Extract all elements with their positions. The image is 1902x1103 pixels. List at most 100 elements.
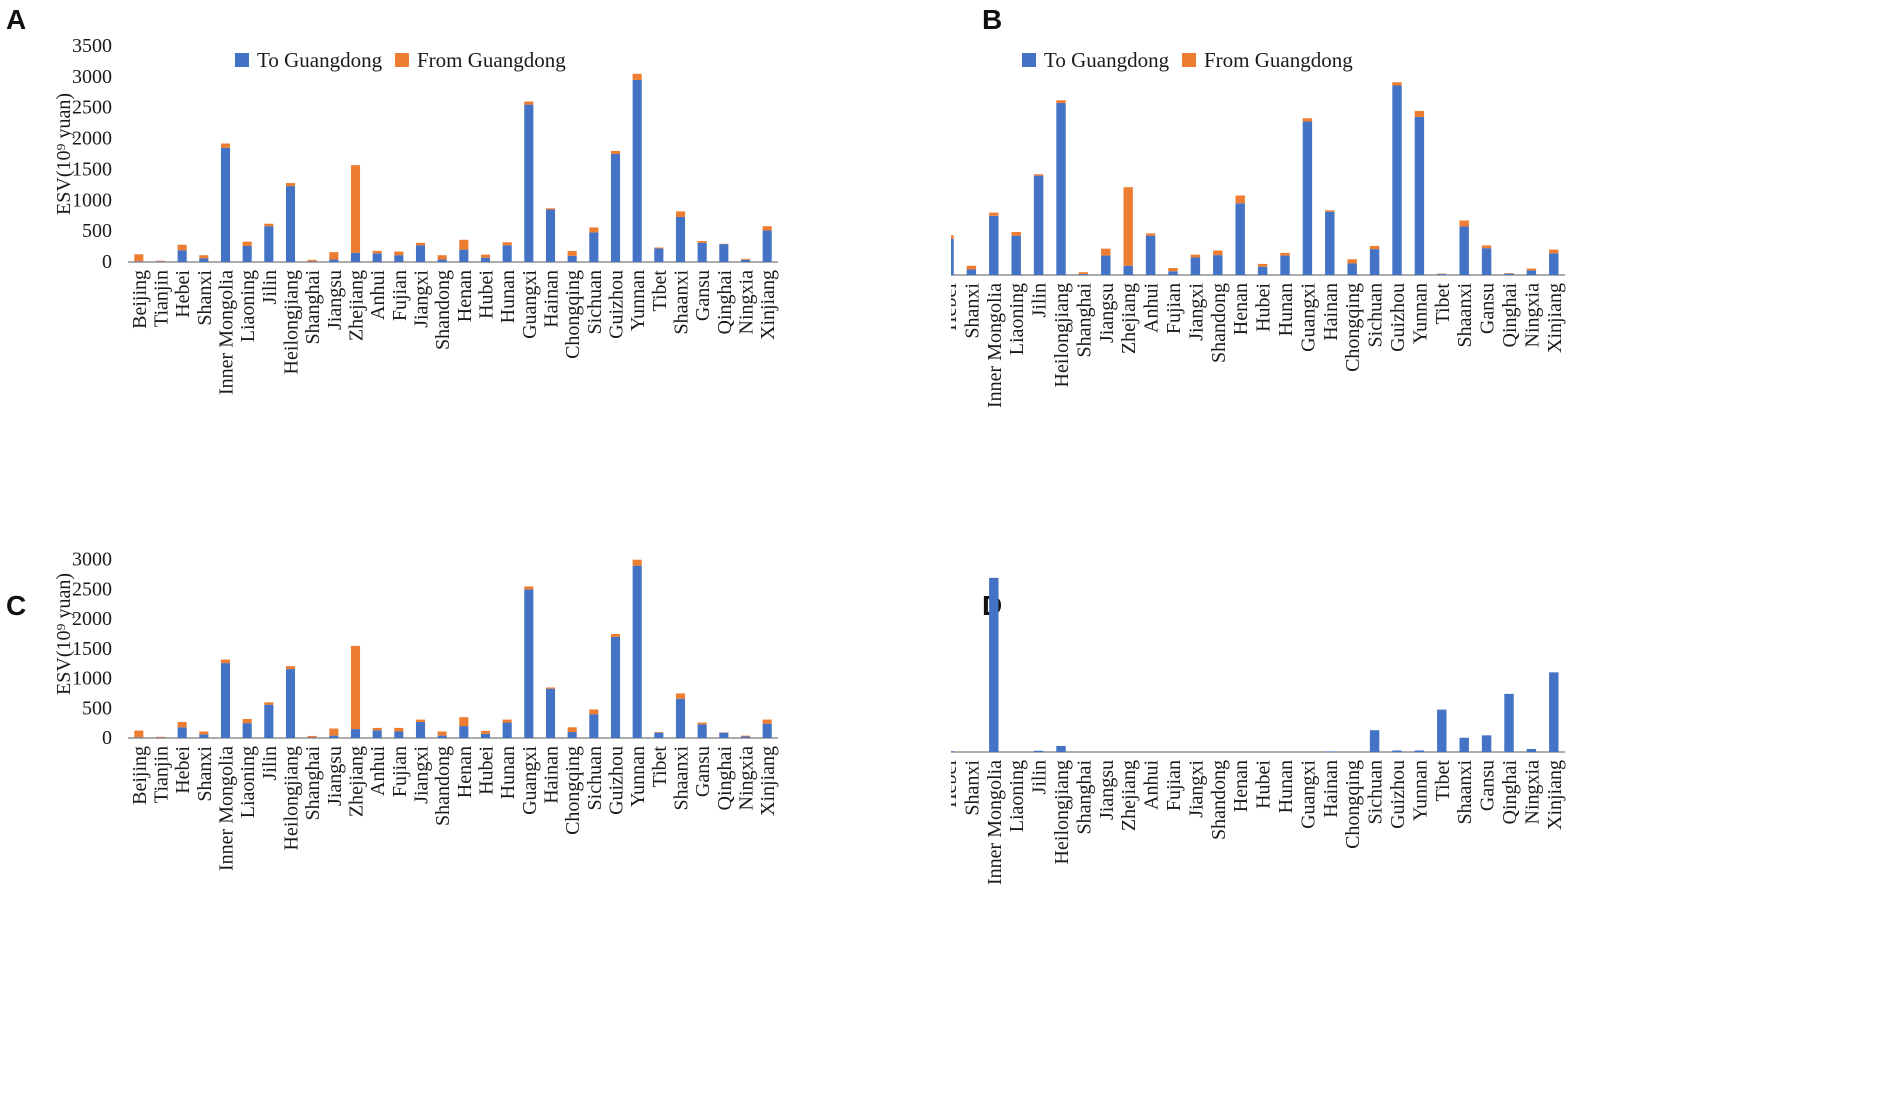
x-tick-label: Qinghai <box>1499 283 1521 348</box>
bar-from-guangdong <box>697 241 707 243</box>
x-tick-label: Hebei <box>951 760 961 808</box>
x-tick-label: Shanghai <box>302 270 324 345</box>
x-tick-label: Shandong <box>432 746 454 826</box>
bar-from-guangdong <box>1280 252 1290 256</box>
x-tick-label: Guizhou <box>1387 760 1409 829</box>
bar-from-guangdong <box>1011 232 1021 236</box>
x-tick-label: Anhui <box>1141 283 1163 333</box>
x-tick-label: Jiangsu <box>324 746 346 806</box>
legend-swatch-from <box>395 53 409 67</box>
x-tick-label: Jilin <box>259 270 281 304</box>
x-tick-label: Guangxi <box>1297 760 1319 829</box>
bar-from-guangdong <box>632 73 642 80</box>
bar-to-guangdong <box>264 704 274 738</box>
bar-to-guangdong <box>242 723 252 738</box>
y-tick-label: 3500 <box>72 35 112 57</box>
bar-to-guangdong <box>134 737 144 738</box>
x-tick-label: Hainan <box>541 746 563 804</box>
x-tick-label: Henan <box>1230 760 1252 812</box>
bar-to-guangdong <box>285 186 296 262</box>
bar-from-guangdong <box>155 736 166 738</box>
x-tick-label: Hainan <box>1320 760 1342 818</box>
y-tick-label: 3000 <box>72 66 112 88</box>
bar-from-guangdong <box>415 719 426 722</box>
panel-label-a: A <box>6 4 27 35</box>
bar-from-guangdong <box>134 730 144 738</box>
x-tick-label: Heilongjiang <box>281 746 303 850</box>
bar-from-guangdong <box>966 265 977 270</box>
bar-to-guangdong <box>1392 85 1402 275</box>
bar-from-guangdong <box>762 719 772 724</box>
bar-to-guangdong <box>1414 750 1425 752</box>
bar-from-guangdong <box>350 165 361 253</box>
bar-from-guangdong <box>545 208 556 210</box>
bar-from-guangdong <box>567 250 577 256</box>
x-tick-label: Beijing <box>129 270 151 329</box>
y-tick-label: 1000 <box>72 189 112 211</box>
x-tick-label: Yunnan <box>627 746 649 807</box>
bar-from-guangdong <box>437 731 447 736</box>
bar-from-guangdong <box>502 719 512 723</box>
x-tick-label: Liaoning <box>1006 283 1028 355</box>
bar-to-guangdong <box>567 732 577 738</box>
x-tick-label: Zhejiang <box>346 746 368 817</box>
x-tick-label: Sichuan <box>584 746 606 810</box>
x-tick-label: Hubei <box>1253 760 1275 809</box>
bar-to-guangdong <box>1549 672 1559 752</box>
bar-from-guangdong <box>951 235 954 239</box>
bar-from-guangdong <box>1347 259 1357 264</box>
x-tick-label: Liaoning <box>1006 760 1028 832</box>
bar-from-guangdong <box>1123 187 1133 266</box>
bar-to-guangdong <box>989 577 999 752</box>
bar-from-guangdong <box>199 255 209 259</box>
legend-swatch-to <box>1022 53 1036 67</box>
x-tick-label: Shanxi <box>194 270 216 326</box>
bar-to-guangdong <box>350 729 361 738</box>
x-tick-label: Hunan <box>1275 283 1297 336</box>
bar-from-guangdong <box>1459 220 1469 227</box>
bar-to-guangdong <box>480 257 491 262</box>
bar-from-guangdong <box>307 735 317 738</box>
x-tick-label: Shaanxi <box>671 270 693 335</box>
x-tick-label: Jilin <box>259 746 281 780</box>
x-tick-label: Hubei <box>476 746 498 795</box>
bar-to-guangdong <box>177 250 187 262</box>
x-tick-label: Jiangxi <box>1185 760 1207 818</box>
bar-to-guangdong <box>632 565 642 738</box>
bar-from-guangdong <box>329 252 339 260</box>
bar-to-guangdong <box>264 226 274 262</box>
bar-from-guangdong <box>285 183 296 187</box>
bar-from-guangdong <box>1257 263 1268 267</box>
bar-to-guangdong <box>1392 750 1402 752</box>
x-tick-label: Qinghai <box>714 270 736 335</box>
bar-to-guangdong <box>220 663 231 738</box>
bar-to-guangdong <box>177 727 187 738</box>
chart-panel-a: 0 500 1000 1500 2000 2500 3000 3500 ESV(10⁹ yuan… <box>53 35 779 395</box>
bar-to-guangdong <box>545 688 556 738</box>
x-tick-label: Ningxia <box>1521 283 1543 348</box>
bar-to-guangdong <box>654 248 664 262</box>
bar-to-guangdong <box>134 261 144 262</box>
x-tick-label: Hubei <box>476 270 498 319</box>
bar-from-guangdong <box>242 718 252 724</box>
x-tick-label: Hunan <box>497 270 519 323</box>
x-tick-label: Shanxi <box>194 746 216 802</box>
x-tick-label: Shanghai <box>1073 283 1095 358</box>
x-tick-label: Guangxi <box>519 270 541 339</box>
bar-from-guangdong <box>1213 250 1223 256</box>
bar-from-guangdong <box>740 735 751 737</box>
legend-label-from: From Guangdong <box>1204 48 1353 72</box>
x-tick-label: Shanghai <box>1073 760 1095 835</box>
bar-from-guangdong <box>459 239 469 250</box>
x-tick-label: Guangxi <box>519 746 541 815</box>
bar-to-guangdong <box>610 636 621 738</box>
bar-from-guangdong <box>1056 100 1066 104</box>
bar-to-guangdong <box>1481 248 1492 275</box>
bar-to-guangdong <box>394 731 404 738</box>
bar-to-guangdong <box>524 104 534 262</box>
bar-from-guangdong <box>697 722 707 725</box>
x-tick-label: Jiangsu <box>1096 760 1118 820</box>
bar-from-guangdong <box>545 687 556 689</box>
bar-to-guangdong <box>1145 235 1156 275</box>
bar-from-guangdong <box>242 241 252 246</box>
